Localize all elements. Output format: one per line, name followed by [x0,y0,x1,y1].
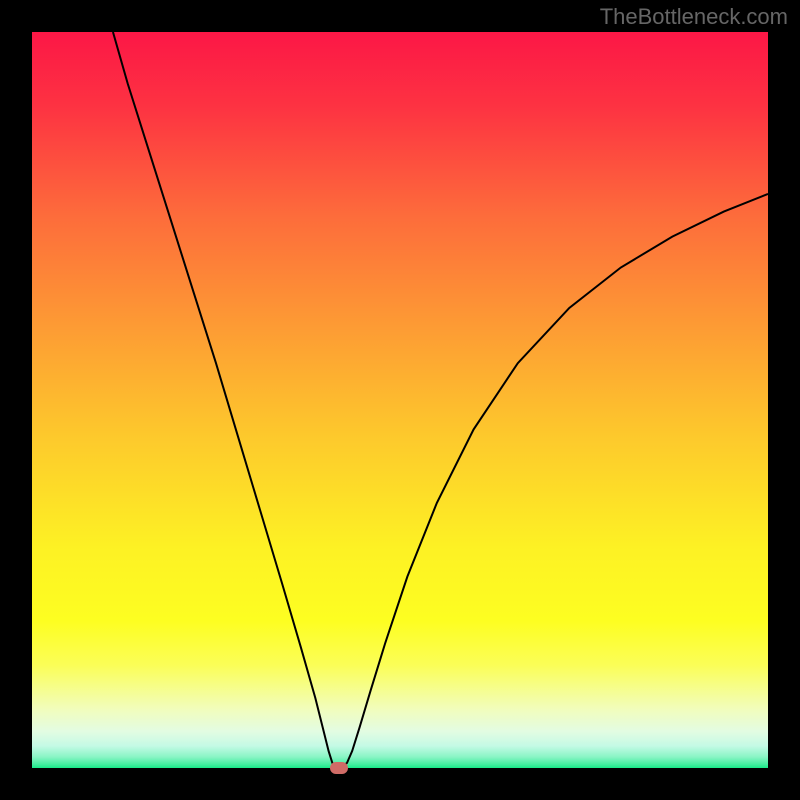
bottleneck-curve [32,32,768,768]
minimum-marker [330,762,348,774]
watermark-label: TheBottleneck.com [600,4,788,30]
chart-plot-area [32,32,768,768]
curve-right-branch [343,194,768,767]
curve-left-branch [113,32,335,767]
gradient-background [32,32,768,768]
